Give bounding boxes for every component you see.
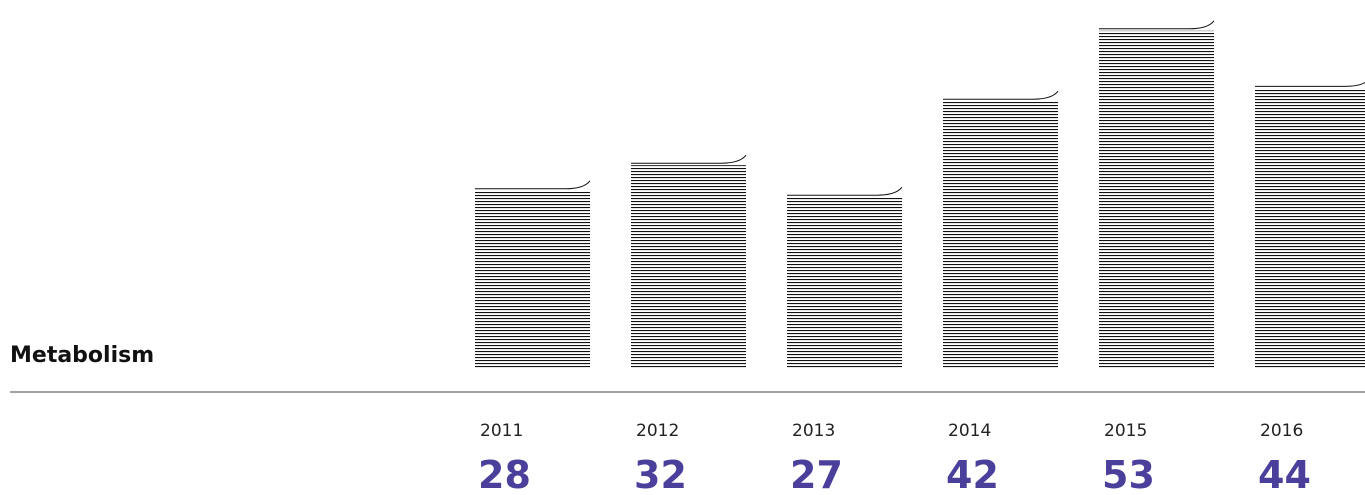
bar	[787, 186, 903, 368]
year-label: 2012	[636, 421, 679, 441]
bar-curl	[1255, 81, 1365, 87]
bar	[1099, 20, 1215, 369]
bar	[631, 154, 747, 368]
year-label: 2013	[792, 421, 835, 441]
bar	[1255, 81, 1365, 369]
year-label: 2015	[1104, 421, 1147, 441]
bar-curl	[943, 90, 1059, 100]
bar-body	[475, 190, 590, 368]
bar-body	[787, 197, 902, 368]
bar-curl	[475, 180, 591, 190]
value-label: 28	[478, 453, 531, 495]
bar	[943, 90, 1059, 368]
bar-curl	[787, 186, 903, 196]
value-label: 27	[790, 453, 843, 495]
bar-curl	[1099, 20, 1215, 30]
year-label: 2014	[948, 421, 991, 441]
year-label: 2016	[1260, 421, 1303, 441]
bar-body	[1099, 30, 1214, 369]
bar-body	[631, 165, 746, 368]
chart-title: Metabolism	[10, 343, 154, 368]
bar-body	[943, 101, 1058, 368]
value-label: 53	[1102, 453, 1155, 495]
bar	[475, 180, 591, 368]
bar-curl	[631, 154, 747, 164]
bar-body	[1255, 88, 1365, 369]
year-label: 2011	[480, 421, 523, 441]
value-label: 44	[1258, 453, 1311, 495]
value-label: 42	[946, 453, 999, 495]
value-label: 32	[634, 453, 687, 495]
